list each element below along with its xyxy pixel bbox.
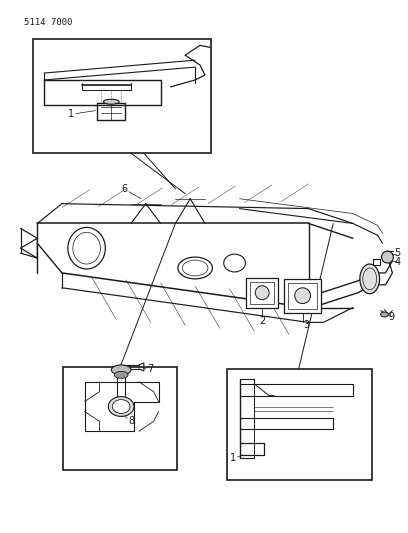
Bar <box>33 39 211 153</box>
Ellipse shape <box>224 254 246 272</box>
Ellipse shape <box>114 372 128 378</box>
Ellipse shape <box>111 365 131 375</box>
Ellipse shape <box>103 99 119 104</box>
Text: 5114 7000: 5114 7000 <box>24 18 73 27</box>
Text: 1: 1 <box>231 453 237 463</box>
Ellipse shape <box>255 286 269 300</box>
Bar <box>227 369 372 480</box>
Bar <box>63 367 177 470</box>
Text: 7: 7 <box>147 364 153 374</box>
Text: 5: 5 <box>394 248 401 258</box>
Text: 8: 8 <box>128 416 134 426</box>
Text: 3: 3 <box>304 320 310 330</box>
Ellipse shape <box>108 397 134 416</box>
Bar <box>251 282 274 304</box>
Bar <box>288 283 317 309</box>
Text: 2: 2 <box>259 317 265 326</box>
Ellipse shape <box>112 400 130 414</box>
Bar <box>246 278 278 308</box>
Ellipse shape <box>68 228 105 269</box>
Text: 6: 6 <box>121 184 127 194</box>
Bar <box>284 279 322 312</box>
Ellipse shape <box>295 288 310 304</box>
Text: 9: 9 <box>388 312 395 322</box>
Ellipse shape <box>178 257 213 279</box>
Text: 4: 4 <box>394 257 400 267</box>
Ellipse shape <box>381 312 388 317</box>
Ellipse shape <box>381 251 393 263</box>
Ellipse shape <box>360 264 379 294</box>
Text: 1: 1 <box>68 109 74 119</box>
